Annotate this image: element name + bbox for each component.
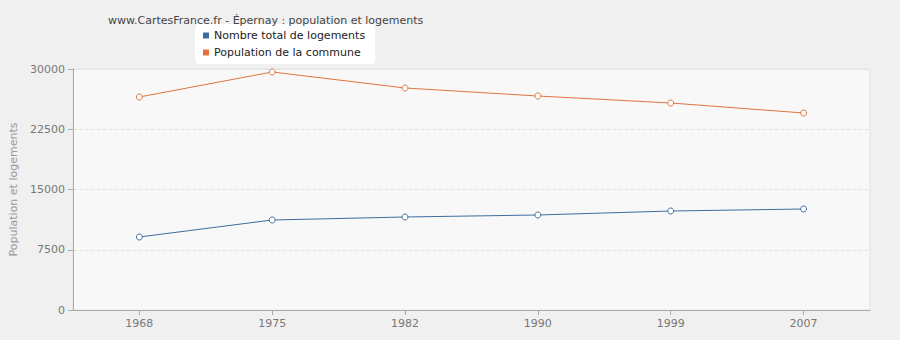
- svg-text:7500: 7500: [37, 243, 65, 256]
- svg-text:0: 0: [58, 304, 65, 317]
- svg-text:Population de la commune: Population de la commune: [214, 46, 361, 59]
- svg-text:Nombre total de logements: Nombre total de logements: [214, 29, 365, 42]
- svg-text:1999: 1999: [657, 317, 685, 330]
- svg-text:1982: 1982: [391, 317, 419, 330]
- svg-text:Population et logements: Population et logements: [7, 122, 20, 256]
- svg-text:1990: 1990: [524, 317, 552, 330]
- svg-text:30000: 30000: [30, 63, 65, 76]
- svg-text:15000: 15000: [30, 183, 65, 196]
- svg-text:1968: 1968: [125, 317, 153, 330]
- svg-text:2007: 2007: [790, 317, 818, 330]
- svg-text:www.CartesFrance.fr - Épernay: www.CartesFrance.fr - Épernay : populati…: [108, 14, 424, 27]
- svg-text:22500: 22500: [30, 123, 65, 136]
- svg-text:1975: 1975: [258, 317, 286, 330]
